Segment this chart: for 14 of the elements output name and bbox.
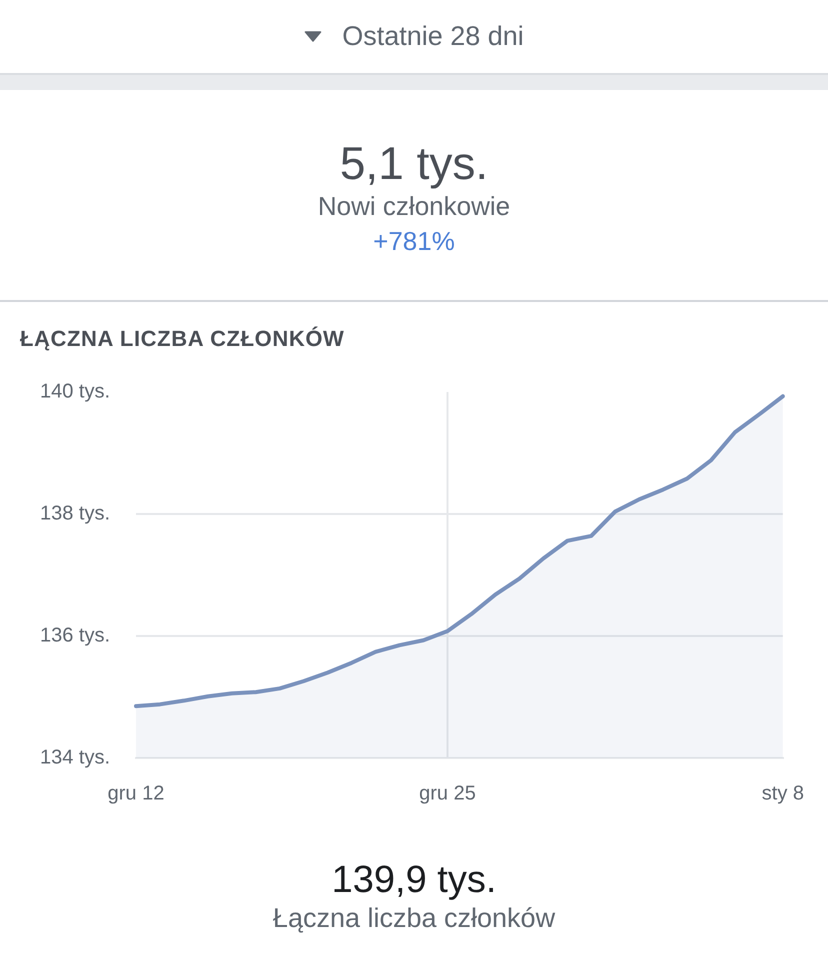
- text: +781%: [372, 225, 456, 257]
- y-tick-label: 136 tys.: [40, 624, 110, 647]
- y-tick-label: 138 tys.: [40, 502, 110, 525]
- y-tick-label: 134 tys.: [40, 746, 110, 769]
- text: Nowi członkowie: [316, 190, 512, 222]
- y-tick-label: 140 tys.: [40, 380, 110, 403]
- text: Ostatnie 28 dni: [342, 20, 524, 53]
- chart-title: ŁĄCZNA LICZBA CZŁONKÓW: [20, 325, 344, 353]
- x-tick-label: gru 12: [108, 782, 164, 805]
- x-tick-label: sty 8: [762, 782, 804, 805]
- text: Łączna liczba członków: [272, 902, 556, 934]
- x-tick-label: gru 25: [419, 782, 476, 805]
- text: 5,1 tys.: [338, 136, 490, 191]
- text: 139,9 tys.: [330, 858, 498, 903]
